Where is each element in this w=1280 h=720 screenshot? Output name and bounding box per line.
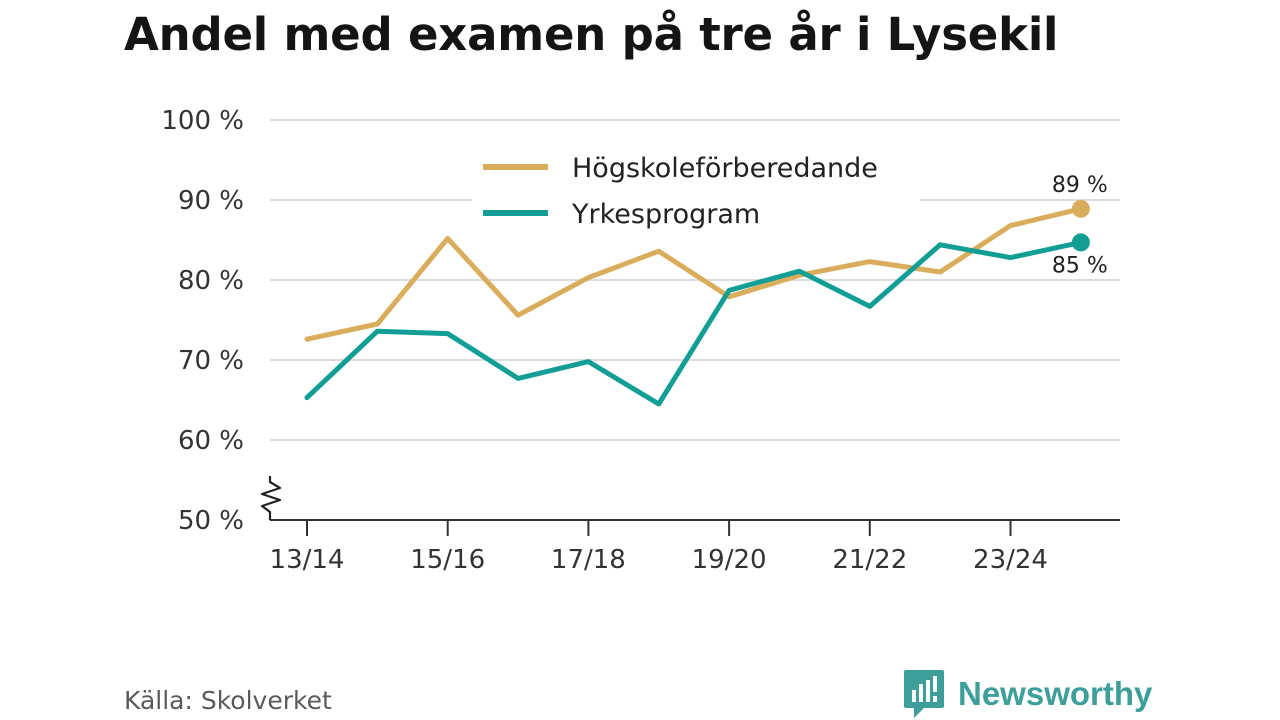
series-line	[304, 239, 1084, 407]
x-axis: 13/14 15/16 17/18 19/20 21/22 23/24	[260, 476, 1120, 575]
end-label: 85 %	[1052, 253, 1108, 278]
end-labels: 89 % 85 %	[1052, 173, 1108, 279]
legend-label: Yrkesprogram	[571, 199, 760, 230]
newsworthy-logo-icon	[904, 670, 944, 718]
series-end-point	[1071, 233, 1090, 252]
legend: Högskoleförberedande Yrkesprogram	[472, 140, 920, 244]
x-tick-label: 15/16	[410, 545, 485, 575]
y-tick-label: 80 %	[178, 266, 244, 296]
series-end-point	[1071, 199, 1090, 218]
brand-logo: Newsworthy	[902, 668, 1152, 720]
end-label: 89 %	[1052, 173, 1108, 198]
series-line	[304, 206, 1084, 342]
source-note: Källa: Skolverket	[124, 686, 332, 715]
x-tick-label: 13/14	[270, 545, 345, 575]
y-axis-tick-labels: 50 % 60 % 70 % 80 % 90 % 100 %	[161, 106, 244, 536]
y-tick-label: 60 %	[178, 426, 244, 456]
x-tick-label: 19/20	[692, 545, 767, 575]
chart-title: Andel med examen på tre år i Lysekil	[124, 8, 1059, 61]
y-tick-label: 90 %	[178, 186, 244, 216]
axis-break-icon	[260, 476, 282, 520]
brand-name: Newsworthy	[958, 675, 1153, 712]
legend-background	[472, 140, 920, 244]
x-tick-label: 21/22	[832, 545, 907, 575]
x-tick-label: 23/24	[973, 545, 1048, 575]
y-tick-label: 70 %	[178, 346, 244, 376]
series-lines	[304, 199, 1090, 407]
x-tick-label: 17/18	[551, 545, 626, 575]
legend-label: Högskoleförberedande	[572, 153, 878, 184]
y-tick-label: 100 %	[161, 106, 244, 136]
y-tick-label: 50 %	[178, 506, 244, 536]
